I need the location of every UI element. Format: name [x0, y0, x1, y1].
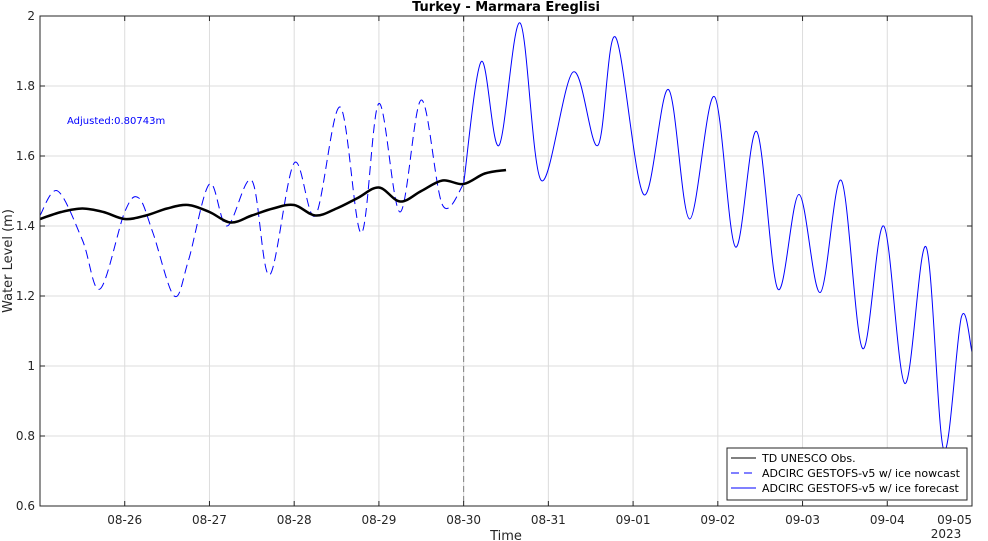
x-tick-label: 08-28 [277, 513, 312, 527]
x-axis-label: Time [489, 529, 522, 541]
series-obs-line [39, 168, 507, 224]
x-tick-label: 09-04 [870, 513, 905, 527]
legend-label-nowcast: ADCIRC GESTOFS-v5 w/ ice nowcast [762, 467, 961, 480]
y-tick-label: 0.8 [16, 429, 35, 443]
y-tick-label: 0.6 [16, 499, 35, 513]
y-tick-label: 1 [27, 359, 35, 373]
series-nowcast-line [39, 99, 465, 298]
y-axis-label: Water Level (m) [1, 209, 16, 313]
legend-label-obs: TD UNESCO Obs. [761, 452, 856, 465]
y-tick-label: 2 [27, 9, 35, 23]
y-tick-label: 1.2 [16, 289, 35, 303]
plot-area [40, 16, 972, 506]
x-tick-label: 09-01 [616, 513, 651, 527]
year-label: 2023 [931, 527, 962, 541]
adjustment-annotation: Adjusted:0.80743m [67, 116, 165, 127]
x-tick-label: 08-29 [361, 513, 396, 527]
legend: TD UNESCO Obs. ADCIRC GESTOFS-v5 w/ ice … [726, 447, 968, 501]
chart-title: Turkey - Marmara Ereglisi [412, 0, 600, 15]
series-forecast-line [463, 22, 973, 451]
x-tick-label: 09-03 [785, 513, 820, 527]
x-tick-label: 09-02 [700, 513, 735, 527]
legend-box [726, 447, 968, 501]
x-tick-label: 08-27 [192, 513, 227, 527]
plot-frame [39, 15, 973, 507]
legend-label-forecast: ADCIRC GESTOFS-v5 w/ ice forecast [762, 482, 960, 495]
x-tick-label: 08-26 [107, 513, 142, 527]
x-tick-label: 09-05 [937, 513, 972, 527]
y-tick-label: 1.4 [16, 219, 35, 233]
axis-ticks: 0.6 0.8 1 1.2 1.4 1.6 1.8 2 08-26 08-27 08-28 08-29… [16, 9, 973, 527]
x-tick-label: 08-31 [531, 513, 566, 527]
series-layer [39, 22, 973, 451]
y-tick-label: 1.6 [16, 149, 35, 163]
y-tick-label: 1.8 [16, 79, 35, 93]
x-tick-label: 08-30 [446, 513, 481, 527]
